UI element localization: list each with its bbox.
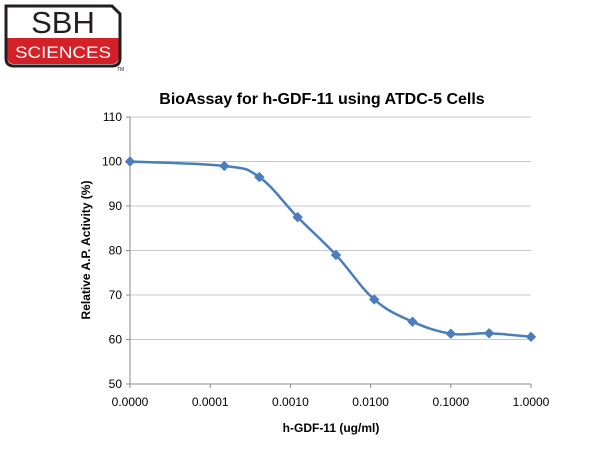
y-tick-label: 60 bbox=[109, 333, 123, 347]
grid-lines bbox=[130, 116, 531, 340]
y-tick-label: 80 bbox=[109, 244, 123, 258]
x-axis-title: h-GDF-11 (ug/ml) bbox=[283, 421, 380, 435]
y-axis-title: Relative A.P. Activity (%) bbox=[79, 181, 93, 320]
y-tick-labels: 50 60 70 80 90 100 110 bbox=[102, 110, 130, 391]
logo-top-text: SBH bbox=[31, 5, 95, 40]
x-tick-label: 0.0010 bbox=[272, 395, 309, 409]
data-point-marker bbox=[369, 294, 380, 305]
y-tick-label: 110 bbox=[103, 110, 122, 124]
x-tick-label: 1.0000 bbox=[513, 395, 550, 409]
y-tick-label: 100 bbox=[102, 155, 122, 169]
y-tick-label: 70 bbox=[109, 288, 123, 302]
chart-title: BioAssay for h-GDF-11 using ATDC-5 Cells bbox=[159, 91, 484, 108]
x-tick-labels: 0.0000 0.0001 0.0010 0.0100 0.1000 1.0000 bbox=[112, 384, 550, 409]
data-point-marker bbox=[525, 331, 537, 343]
x-tick-label: 0.1000 bbox=[432, 395, 469, 409]
data-point-marker bbox=[445, 328, 457, 339]
sbh-sciences-logo: SBH SCIENCES TM bbox=[4, 4, 124, 73]
x-tick-label: 0.0100 bbox=[352, 395, 389, 409]
data-point-marker bbox=[124, 156, 136, 167]
logo-red-band-top bbox=[7, 38, 119, 48]
logo-bottom-text: SCIENCES bbox=[15, 43, 111, 62]
data-point-marker bbox=[219, 160, 230, 172]
y-tick-label: 50 bbox=[109, 377, 123, 391]
logo-tm: TM bbox=[117, 67, 124, 73]
data-point-marker bbox=[407, 316, 418, 327]
series-group bbox=[124, 156, 537, 343]
data-point-marker bbox=[292, 211, 303, 223]
data-point-marker bbox=[483, 328, 495, 339]
y-tick-label: 90 bbox=[109, 199, 123, 213]
x-tick-label: 0.0001 bbox=[192, 395, 229, 409]
data-point-marker bbox=[254, 171, 265, 183]
x-tick-label: 0.0000 bbox=[112, 395, 149, 409]
series-line bbox=[129, 160, 532, 339]
data-point-marker bbox=[330, 249, 342, 261]
